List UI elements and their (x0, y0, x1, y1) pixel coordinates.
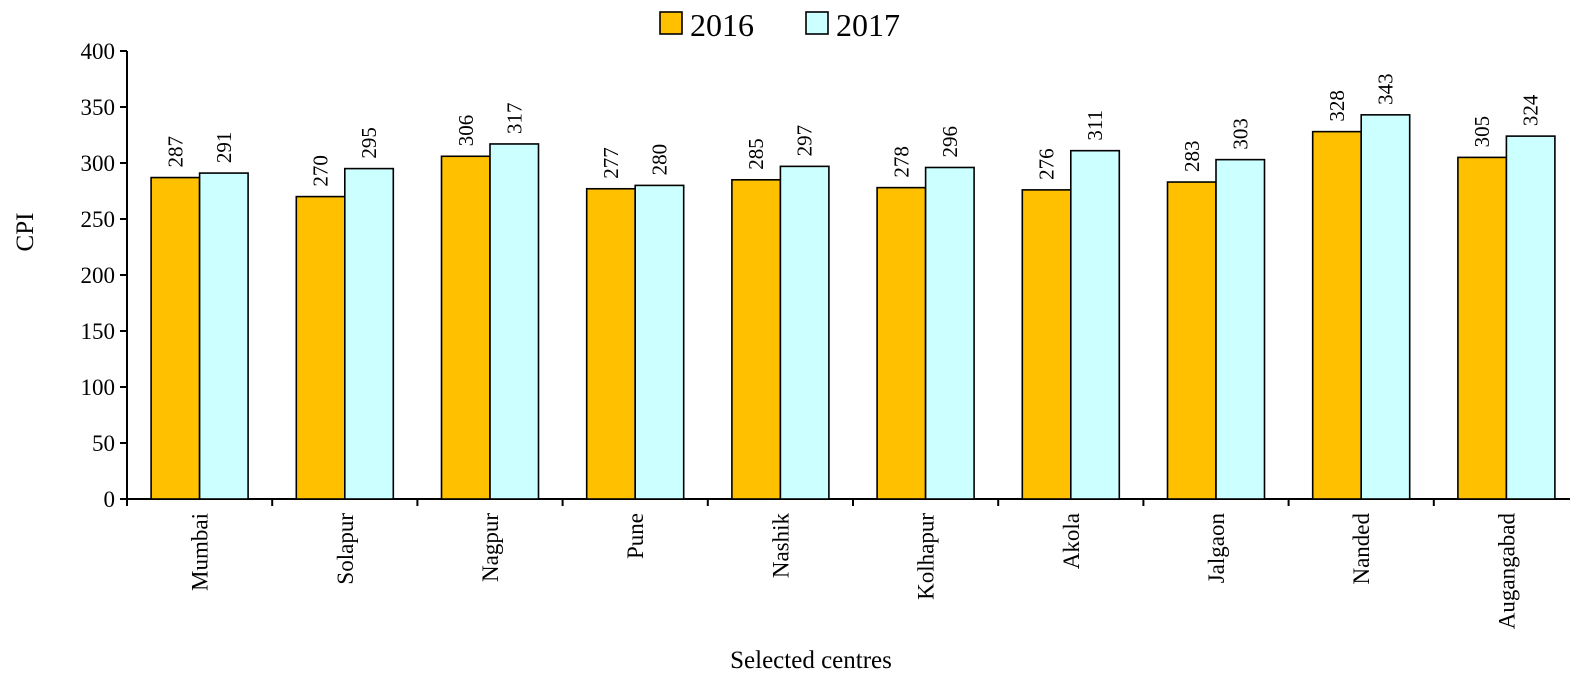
bar-jalgaon-2017 (1215, 158, 1266, 500)
legend-label-2016: 2016 (690, 7, 754, 43)
y-tick-label: 250 (81, 207, 116, 232)
y-tick-label: 100 (81, 375, 116, 400)
bar-nanded-2017 (1360, 114, 1411, 500)
value-label-jalgaon-2017: 303 (1228, 118, 1252, 150)
category-label-kolhapur: Kolhapur (914, 513, 939, 600)
value-label-pune-2017: 280 (647, 144, 671, 176)
value-label-nashik-2017: 297 (793, 125, 817, 157)
category-label-nanded: Nanded (1349, 513, 1374, 585)
bar-nashik-2017 (779, 165, 830, 500)
bar-jalgaon-2016 (1166, 181, 1217, 500)
y-axis-title: CPI (12, 213, 39, 252)
legend-swatch-2016 (659, 11, 683, 35)
y-tick-label: 150 (81, 319, 116, 344)
x-axis (126, 498, 1570, 506)
value-label-akola-2017: 311 (1083, 110, 1107, 141)
y-tick-label: 50 (92, 431, 115, 456)
value-label-mumbai-2017: 291 (212, 132, 236, 164)
bars (150, 114, 1556, 500)
x-axis-title: Selected centres (730, 647, 892, 674)
legend: 2016 2017 (659, 7, 900, 43)
value-label-mumbai-2016: 287 (163, 136, 187, 168)
value-label-augangabad-2017: 324 (1519, 94, 1543, 126)
value-label-augangabad-2016: 305 (1470, 116, 1494, 148)
category-label-nagpur: Nagpur (478, 513, 503, 582)
category-label-pune: Pune (623, 513, 648, 559)
category-labels: Mumbai Solapur Nagpur Pune Nashik Kolhapur Ako… (188, 513, 1520, 630)
y-tick-label: 400 (81, 39, 116, 64)
value-label-jalgaon-2016: 283 (1180, 141, 1204, 173)
bar-kolhapur-2017 (924, 166, 975, 500)
bar-mumbai-2017 (198, 172, 249, 500)
bar-pune-2017 (634, 184, 685, 500)
bar-solapur-2017 (343, 167, 395, 500)
category-label-solapur: Solapur (333, 513, 358, 585)
bar-akola-2017 (1070, 149, 1121, 500)
category-label-mumbai: Mumbai (188, 513, 213, 591)
category-label-augangabad: Augangabad (1494, 513, 1519, 630)
value-label-solapur-2017: 295 (357, 127, 381, 159)
value-label-nagpur-2016: 306 (454, 115, 478, 147)
legend-swatch-2017 (805, 11, 829, 35)
value-label-nanded-2017: 343 (1373, 73, 1397, 105)
category-label-jalgaon: Jalgaon (1204, 513, 1229, 584)
bar-kolhapur-2016 (876, 186, 927, 500)
bar-augangabad-2017 (1505, 135, 1556, 500)
bar-pune-2016 (585, 187, 637, 500)
bar-solapur-2016 (295, 195, 346, 500)
value-label-kolhapur-2016: 278 (889, 146, 913, 178)
value-label-solapur-2016: 270 (309, 155, 333, 187)
bar-nanded-2016 (1311, 130, 1362, 500)
bar-augangabad-2016 (1457, 156, 1508, 500)
value-label-nagpur-2017: 317 (502, 102, 526, 134)
y-tick-label: 0 (104, 487, 116, 512)
legend-label-2017: 2017 (836, 7, 900, 43)
value-label-nanded-2016: 328 (1325, 90, 1349, 122)
category-label-akola: Akola (1059, 513, 1084, 569)
bar-nagpur-2016 (440, 155, 491, 500)
bar-nashik-2016 (731, 179, 782, 500)
value-label-nashik-2016: 285 (744, 138, 768, 170)
value-labels: 287 291 270 295 306 317 277 280 285 297 278 296 276 3… (163, 73, 1542, 186)
y-axis: 0 50 100 150 200 250 300 350 400 (81, 39, 128, 512)
category-label-nashik: Nashik (768, 513, 793, 579)
value-label-akola-2016: 276 (1035, 148, 1059, 180)
bar-mumbai-2016 (150, 176, 201, 500)
y-tick-label: 300 (81, 151, 116, 176)
value-label-kolhapur-2017: 296 (938, 126, 962, 158)
bar-nagpur-2017 (489, 143, 540, 500)
value-label-pune-2016: 277 (599, 147, 623, 179)
y-tick-label: 200 (81, 263, 116, 288)
y-tick-label: 350 (81, 95, 116, 120)
bar-akola-2016 (1021, 189, 1072, 500)
